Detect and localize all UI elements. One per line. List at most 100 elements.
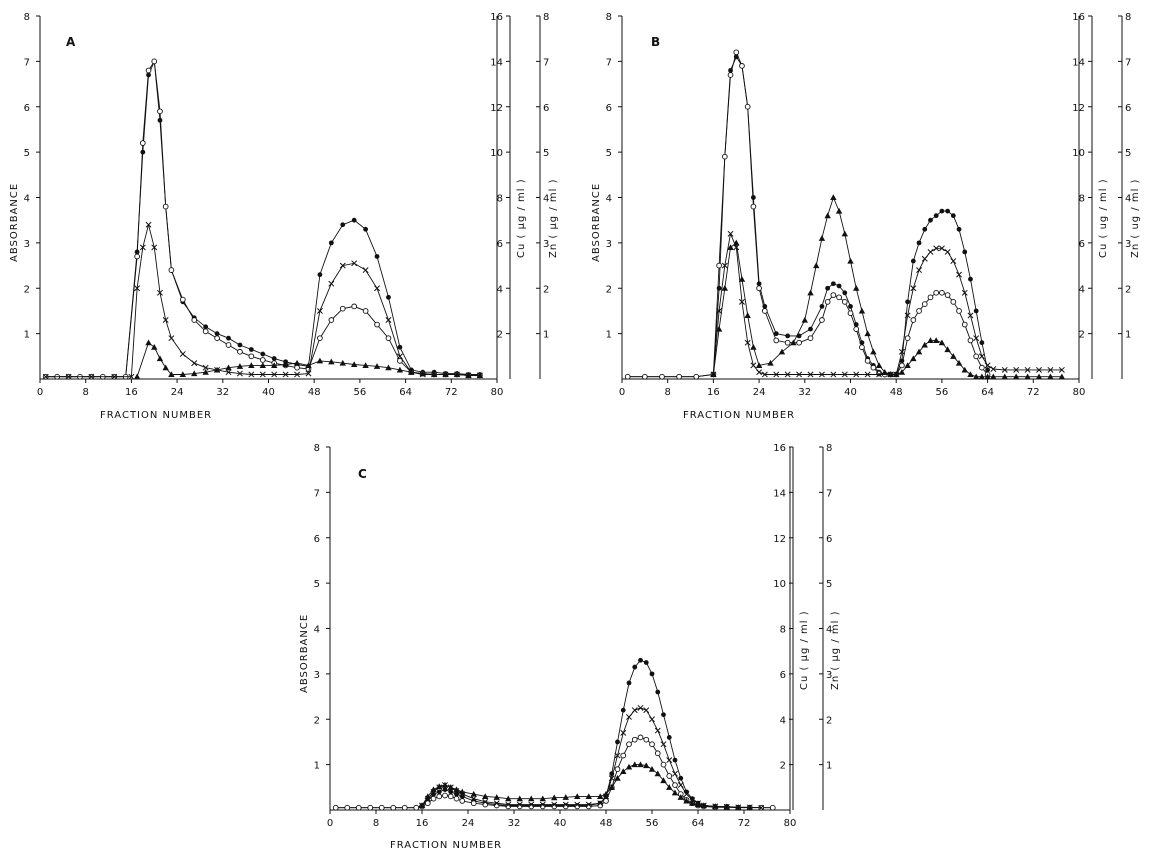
data-point-cross — [259, 371, 266, 378]
zn-tick-label: 1 — [543, 330, 549, 341]
zn-tick-label: 3 — [543, 239, 549, 250]
data-point-triangle — [801, 316, 808, 323]
data-point-cross — [643, 707, 650, 714]
data-point-cross — [168, 335, 175, 342]
data-point-open-circle — [430, 795, 437, 802]
data-point-triangle — [282, 361, 289, 368]
data-point-triangle — [614, 775, 621, 781]
data-point-triangle — [528, 795, 535, 802]
y-tick-label: 5 — [314, 579, 320, 590]
data-point-triangle — [236, 363, 244, 369]
data-point-cross — [750, 362, 757, 369]
data-point-filled-circle — [351, 217, 357, 223]
data-point-open-circle — [876, 370, 882, 377]
data-point-open-circle — [864, 358, 871, 364]
data-point-open-circle — [750, 203, 757, 210]
cu-axis-title: Cu ( μg / ml ) — [799, 610, 810, 690]
y-tick-label: 1 — [24, 330, 30, 341]
data-point-cross — [294, 371, 301, 378]
zn-tick-label: 8 — [1125, 12, 1131, 23]
data-point-triangle — [750, 344, 757, 350]
cu-tick-label: 2 — [497, 330, 503, 341]
data-point-triangle — [202, 368, 209, 375]
data-point-triangle — [271, 362, 278, 368]
data-point-open-circle — [162, 203, 169, 210]
data-point-open-circle — [317, 335, 323, 342]
x-tick-label: 56 — [936, 387, 949, 398]
data-point-triangle — [910, 355, 917, 362]
data-point-triangle — [631, 761, 638, 768]
data-point-cross — [614, 752, 621, 759]
data-point-open-circle — [637, 734, 644, 741]
data-point-triangle — [671, 789, 679, 796]
y-tick-label: 3 — [24, 239, 30, 250]
plot-area: 0 8 16 24 32 40 48 56 64 72 8012345678246810121416… — [314, 443, 833, 829]
series-line-x-cross — [712, 232, 1062, 375]
y-tick-label: 7 — [24, 57, 30, 68]
data-point-open-circle — [660, 761, 667, 768]
data-point-filled-circle — [939, 208, 945, 214]
data-point-triangle — [683, 797, 690, 804]
data-point-triangle — [881, 368, 888, 375]
data-point-open-circle — [739, 63, 745, 69]
data-point-filled-circle — [363, 226, 369, 232]
data-point-cross — [88, 373, 95, 380]
data-point-filled-circle — [956, 226, 962, 232]
data-point-filled-circle — [374, 254, 380, 259]
data-point-cross — [631, 707, 638, 714]
data-point-cross — [362, 267, 369, 274]
data-point-filled-circle — [340, 222, 346, 228]
data-point-cross — [482, 798, 489, 805]
data-point-triangle — [373, 363, 381, 369]
data-point-triangle — [156, 355, 164, 362]
data-point-triangle — [978, 373, 986, 380]
data-point-filled-circle — [386, 294, 391, 300]
y-tick-label: 4 — [606, 194, 612, 205]
data-point-triangle — [482, 793, 489, 799]
data-point-open-circle — [620, 752, 627, 759]
data-point-cross — [876, 371, 883, 378]
data-point-cross — [784, 371, 791, 378]
data-point-triangle — [539, 795, 546, 802]
chart-panel-a: A FRACTION NUMBER ABSORBANCE Cu ( μg / m… — [9, 12, 559, 421]
data-point-open-circle — [756, 285, 762, 292]
data-point-open-circle — [168, 267, 175, 273]
x-tick-label: 64 — [399, 387, 412, 398]
cu-tick-label: 14 — [490, 57, 503, 68]
data-point-cross — [236, 370, 243, 377]
y-tick-label: 5 — [24, 148, 30, 159]
data-point-open-circle — [944, 292, 951, 298]
y-tick-label: 6 — [606, 103, 612, 114]
data-point-open-circle — [769, 804, 776, 811]
y-tick-label: 4 — [24, 194, 30, 205]
x-tick-label: 48 — [600, 818, 613, 829]
data-point-open-circle — [225, 342, 232, 348]
data-point-cross — [864, 371, 871, 378]
data-point-cross — [956, 271, 962, 278]
data-point-open-circle — [654, 750, 661, 757]
chart-panel-b: B FRACTION NUMBER ABSORBANCE Cu ( ug / m… — [591, 12, 1141, 421]
data-point-triangle — [505, 795, 512, 802]
x-tick-label: 72 — [445, 387, 458, 398]
data-point-triangle — [818, 235, 826, 241]
data-point-cross — [396, 353, 403, 360]
data-point-triangle — [225, 364, 232, 371]
data-point-open-circle — [870, 364, 877, 371]
x-tick-label: 64 — [981, 387, 994, 398]
data-point-triangle — [893, 371, 900, 378]
data-point-cross — [505, 801, 512, 808]
data-point-filled-circle — [140, 149, 146, 155]
data-point-triangle — [574, 793, 581, 799]
data-point-filled-circle — [819, 304, 825, 309]
data-point-open-circle — [841, 299, 848, 305]
y-axis-title: ABSORBANCE — [591, 183, 602, 262]
data-point-cross — [961, 289, 968, 296]
x-axis-title: FRACTION NUMBER — [100, 410, 212, 421]
data-point-cross — [539, 801, 546, 808]
cu-tick-label: 12 — [1072, 103, 1085, 114]
data-point-open-circle — [796, 339, 802, 346]
data-point-filled-circle — [985, 367, 990, 373]
zn-tick-label: 3 — [826, 670, 832, 681]
data-point-cross — [773, 371, 780, 378]
data-point-triangle — [441, 781, 449, 788]
